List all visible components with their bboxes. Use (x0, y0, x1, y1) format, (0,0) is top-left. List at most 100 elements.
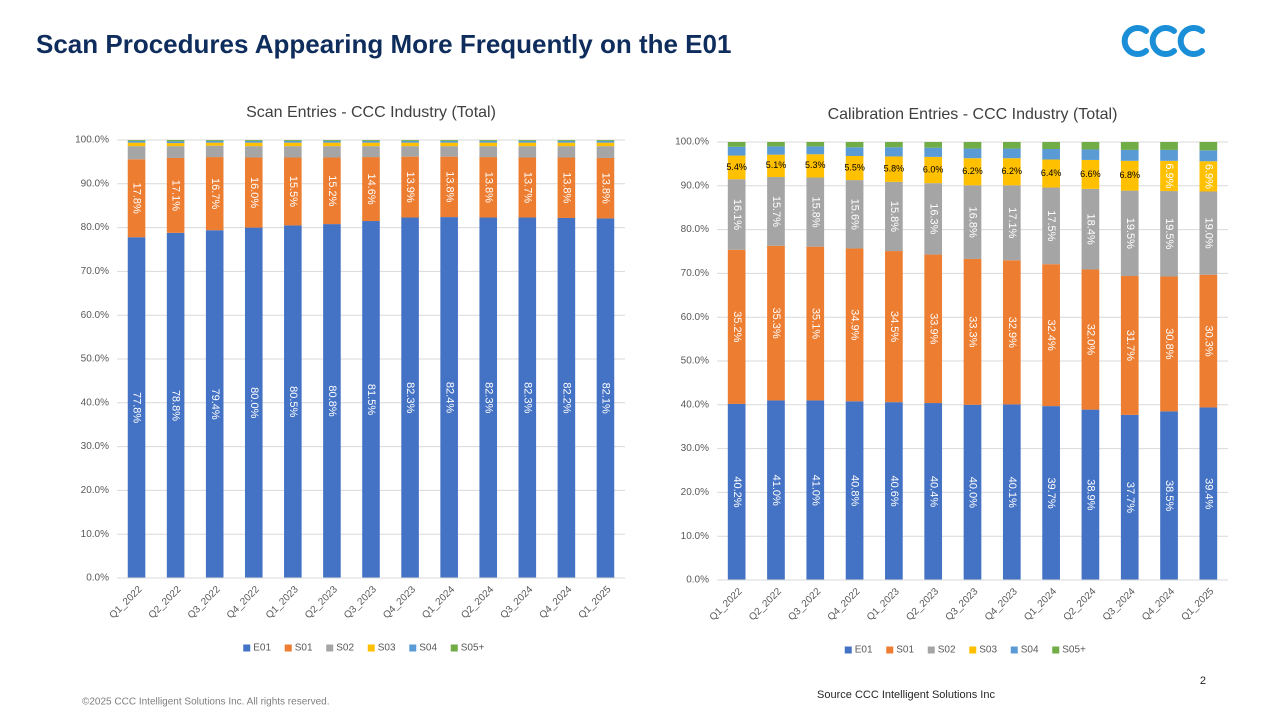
bar-segment (1002, 185, 1021, 261)
y-tick-label: 90.0% (81, 178, 109, 189)
data-label: 35.3% (770, 308, 782, 339)
bar-segment (362, 146, 380, 158)
bar-segment (127, 237, 146, 578)
bar-segment (323, 157, 341, 225)
data-label: 40.8% (849, 475, 861, 506)
bar-segment (557, 140, 576, 141)
bar-segment (323, 140, 341, 141)
legend-swatch (1052, 646, 1060, 654)
bar-segment (767, 146, 785, 155)
x-tick-label: Q4_2024 (1140, 586, 1177, 623)
bar-segment (885, 156, 903, 182)
data-label: 6.2% (1002, 166, 1023, 176)
bar-segment (1081, 409, 1100, 580)
data-label: 82.3% (482, 382, 494, 413)
bar-segment (323, 224, 341, 578)
data-label: 17.1% (1006, 207, 1018, 238)
bar-segment (596, 142, 615, 147)
legend-swatch (450, 644, 458, 652)
data-label: 16.1% (731, 199, 743, 230)
bar-segment (924, 142, 943, 148)
data-label: 6.2% (962, 166, 983, 176)
bar-segment (557, 142, 576, 147)
y-tick-label: 0.0% (86, 573, 109, 584)
bar-segment (1120, 160, 1139, 191)
bar-segment (127, 142, 146, 147)
bar-segment (1081, 269, 1100, 410)
x-tick-label: Q3_2024 (1101, 586, 1138, 623)
data-label: 32.0% (1085, 324, 1097, 355)
bar-segment (401, 140, 419, 141)
bar-segment (127, 159, 146, 238)
y-tick-label: 0.0% (686, 575, 709, 586)
data-label: 34.5% (888, 311, 900, 342)
bar-segment (767, 142, 785, 147)
bar-segment (963, 185, 982, 259)
data-label: 17.5% (1045, 210, 1057, 241)
data-label: 19.5% (1124, 218, 1136, 249)
data-label: 15.2% (326, 175, 338, 206)
bar-segment (362, 157, 380, 222)
data-label: 80.8% (326, 385, 338, 416)
bar-segment (924, 156, 943, 184)
legend-label: S05+ (461, 643, 485, 654)
bar-segment (518, 217, 537, 578)
data-label: 82.3% (404, 382, 416, 413)
bar-segment (479, 217, 498, 578)
data-label: 5.4% (726, 162, 747, 172)
bar-segment (806, 400, 825, 580)
bar-segment (323, 146, 341, 158)
legend-label: S03 (979, 645, 997, 656)
data-label: 13.8% (600, 173, 612, 204)
bar-segment (806, 154, 825, 178)
y-tick-label: 90.0% (681, 180, 709, 191)
legend-swatch (844, 646, 852, 654)
x-tick-label: Q1_2022 (708, 586, 745, 623)
bar-segment (284, 140, 302, 141)
data-label: 39.4% (1202, 478, 1214, 509)
x-tick-label: Q3_2024 (498, 584, 535, 621)
data-label: 16.3% (927, 203, 939, 234)
data-label: 82.3% (521, 382, 533, 413)
data-label: 82.4% (443, 382, 455, 413)
x-tick-label: Q2_2022 (147, 584, 184, 621)
legend-swatch (284, 644, 292, 652)
bar-segment (767, 177, 785, 246)
bar-segment (557, 217, 576, 579)
bar-segment (1199, 191, 1218, 275)
y-tick-label: 80.0% (81, 222, 109, 233)
x-tick-label: Q1_2025 (577, 584, 614, 621)
legend-swatch (367, 644, 375, 652)
data-label: 80.0% (248, 387, 260, 418)
bar-segment (284, 146, 302, 158)
bar-segment (885, 147, 903, 157)
bar-segment (1160, 149, 1178, 161)
bar-segment (727, 179, 746, 250)
data-label: 15.5% (287, 176, 299, 207)
y-tick-label: 70.0% (81, 266, 109, 277)
bar-segment (440, 142, 458, 147)
x-tick-label: Q3_2023 (342, 584, 379, 621)
bar-segment (401, 140, 419, 143)
bar-segment (1199, 161, 1218, 192)
data-label: 13.8% (443, 171, 455, 202)
bar-segment (1042, 406, 1060, 580)
y-tick-label: 30.0% (681, 443, 709, 454)
data-label: 31.7% (1124, 330, 1136, 361)
legend-swatch (326, 644, 334, 652)
x-tick-label: Q4_2023 (983, 586, 1020, 623)
bar-segment (1002, 404, 1021, 580)
bar-segment (1081, 149, 1100, 160)
y-tick-label: 100.0% (75, 135, 109, 146)
bar-segment (1042, 142, 1060, 150)
legend-label: S05+ (1062, 645, 1086, 656)
bar-segment (1120, 149, 1139, 161)
x-tick-label: Q2_2023 (904, 586, 941, 623)
bar-segment (1199, 407, 1218, 580)
data-label: 13.8% (482, 172, 494, 203)
bar-segment (1042, 187, 1060, 265)
y-tick-label: 50.0% (81, 354, 109, 365)
data-label: 33.9% (927, 313, 939, 344)
bar-segment (284, 142, 302, 147)
